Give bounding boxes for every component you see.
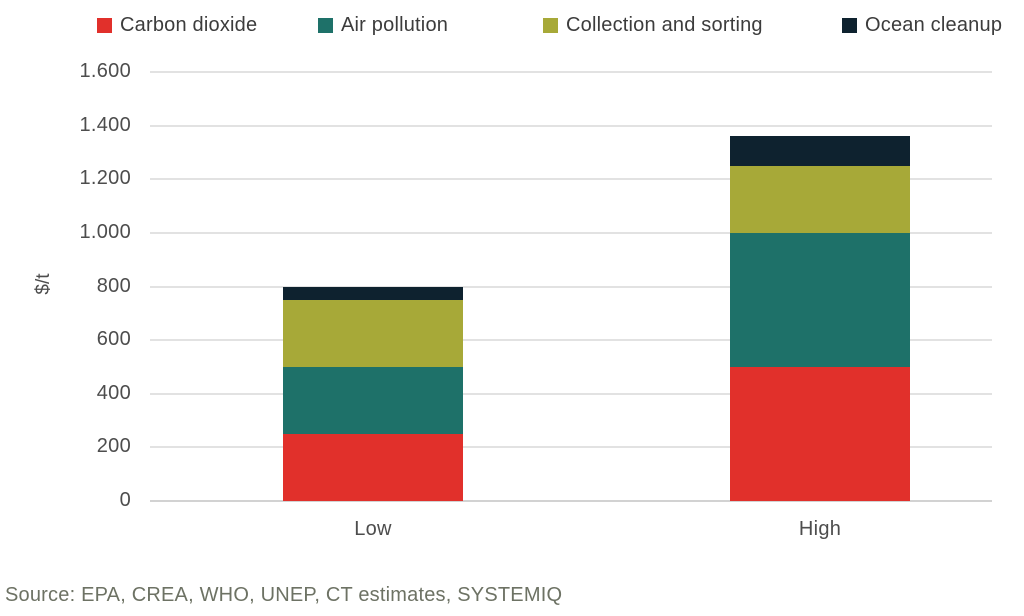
- legend-label: Carbon dioxide: [120, 14, 258, 36]
- legend-item-collection-and-sorting: Collection and sorting: [543, 14, 763, 37]
- bar-segment-carbon-dioxide: [730, 366, 910, 501]
- bar-segment-air-pollution: [730, 232, 910, 367]
- legend-item-carbon-dioxide: Carbon dioxide: [97, 14, 257, 37]
- bar-segment-collection-and-sorting: [283, 300, 463, 367]
- y-tick-label: 1.200: [79, 167, 131, 190]
- gridline: [150, 285, 992, 288]
- y-tick-label: 400: [96, 381, 131, 404]
- x-axis-line: [150, 500, 992, 502]
- bar-high: [730, 136, 910, 501]
- x-tick-label: Low: [354, 518, 392, 540]
- source-note: Source: EPA, CREA, WHO, UNEP, CT estimat…: [5, 584, 563, 606]
- bar-segment-ocean-cleanup: [730, 136, 910, 166]
- gridline: [150, 231, 992, 234]
- y-tick-label: 800: [96, 274, 131, 297]
- y-tick-label: 1.600: [79, 60, 131, 83]
- y-tick-label: 1.000: [79, 220, 131, 243]
- bar-low: [283, 286, 463, 501]
- bar-segment-carbon-dioxide: [283, 434, 463, 501]
- y-tick-label: 600: [96, 328, 131, 351]
- y-tick-label: 1.400: [79, 113, 131, 136]
- legend-swatch-air-pollution-icon: [318, 18, 333, 33]
- gridline: [150, 124, 992, 127]
- bar-segment-air-pollution: [283, 367, 463, 434]
- bar-segment-collection-and-sorting: [730, 165, 910, 233]
- legend-label: Ocean cleanup: [865, 14, 1003, 36]
- gridline: [150, 339, 992, 342]
- legend-label: Air pollution: [341, 14, 449, 36]
- legend-swatch-collection-and-sorting-icon: [543, 18, 558, 33]
- legend-item-ocean-cleanup: Ocean cleanup: [842, 14, 1002, 37]
- plot-area: [150, 71, 992, 502]
- bar-segment-ocean-cleanup: [283, 286, 463, 300]
- gridline: [150, 178, 992, 181]
- x-tick-label: High: [798, 518, 842, 540]
- gridline: [150, 71, 992, 73]
- legend-swatch-ocean-cleanup-icon: [842, 18, 857, 33]
- y-tick-label: 0: [119, 489, 131, 512]
- legend-label: Collection and sorting: [566, 14, 763, 36]
- legend-item-air-pollution: Air pollution: [318, 14, 448, 37]
- y-tick-label: 200: [96, 435, 131, 458]
- gridline: [150, 392, 992, 395]
- gridline: [150, 446, 992, 449]
- legend-swatch-carbon-dioxide-icon: [97, 18, 112, 33]
